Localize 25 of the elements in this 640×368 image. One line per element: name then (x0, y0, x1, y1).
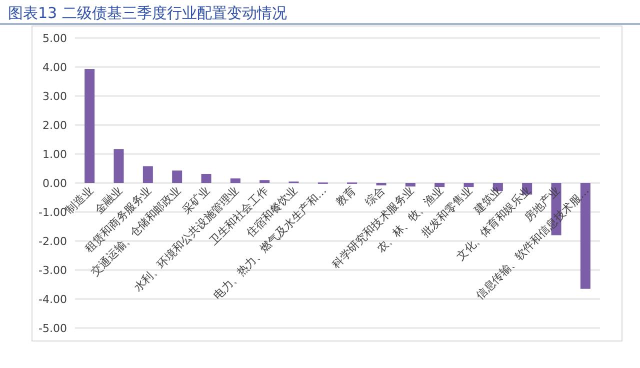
x-tick-label: 综合 (362, 184, 388, 209)
bar (260, 180, 270, 183)
bar (230, 178, 240, 183)
bar (434, 183, 445, 188)
y-tick-label: 0.00 (42, 177, 67, 190)
y-tick-label: -4.00 (38, 293, 67, 306)
chart-title: 图表13 二级债基三季度行业配置变动情况 (8, 4, 287, 22)
y-tick-label: 1.00 (42, 148, 67, 161)
y-tick-label: -2.00 (38, 235, 67, 248)
y-tick-label: 3.00 (42, 90, 67, 103)
y-tick-label: -3.00 (38, 264, 67, 277)
bar (84, 69, 95, 183)
y-tick-label: 4.00 (42, 61, 67, 74)
bar (580, 183, 590, 289)
bar (142, 166, 153, 183)
y-tick-label: -5.00 (38, 322, 67, 335)
bar (172, 170, 182, 183)
x-tick-label: 教育 (333, 184, 358, 209)
bar (201, 174, 212, 183)
y-tick-label: -1.00 (38, 206, 67, 219)
y-tick-label: 5.00 (42, 32, 67, 45)
y-tick-label: 2.00 (42, 119, 67, 132)
bar (114, 149, 124, 183)
bar (405, 183, 416, 186)
bar (464, 183, 474, 188)
